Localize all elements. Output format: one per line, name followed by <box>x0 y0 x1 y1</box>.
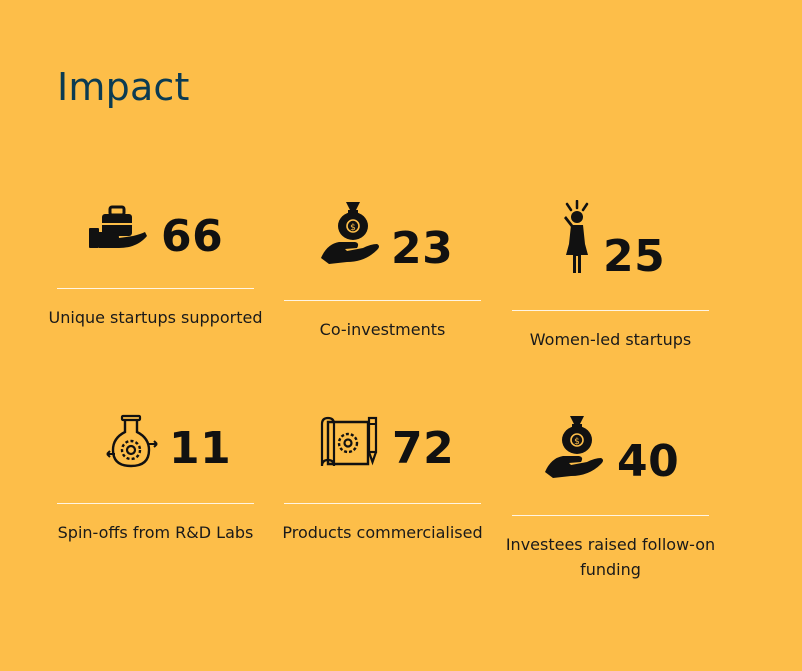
money-bag-hand-icon: $ <box>543 414 605 480</box>
woman-icon <box>562 200 592 274</box>
page-title: Impact <box>57 65 190 109</box>
stat-value: 23 <box>391 223 454 274</box>
blueprint-gear-icon <box>320 414 382 470</box>
stat-label: Women-led startups <box>529 330 692 349</box>
briefcase-hand-icon <box>89 204 149 252</box>
divider <box>512 310 709 311</box>
svg-text:$: $ <box>350 223 356 233</box>
stat-value: 25 <box>603 231 666 282</box>
flask-gear-icon <box>105 414 159 470</box>
stat-value: 72 <box>392 423 455 474</box>
divider <box>512 515 709 516</box>
divider <box>284 503 481 504</box>
svg-text:$: $ <box>574 437 580 447</box>
divider <box>57 288 254 289</box>
stat-label: Products commercialised <box>282 523 483 542</box>
stat-label: Unique startups supported <box>48 308 263 327</box>
stat-value: 40 <box>617 436 680 487</box>
money-bag-hand-icon: $ <box>319 200 381 266</box>
divider <box>57 503 254 504</box>
stat-label: Co-investments <box>319 320 446 339</box>
stat-value: 66 <box>161 211 224 262</box>
divider <box>284 300 481 301</box>
stat-label: Spin-offs from R&D Labs <box>57 523 254 542</box>
stat-label: Investees raised follow-on funding <box>505 535 716 579</box>
stat-value: 11 <box>169 423 232 474</box>
